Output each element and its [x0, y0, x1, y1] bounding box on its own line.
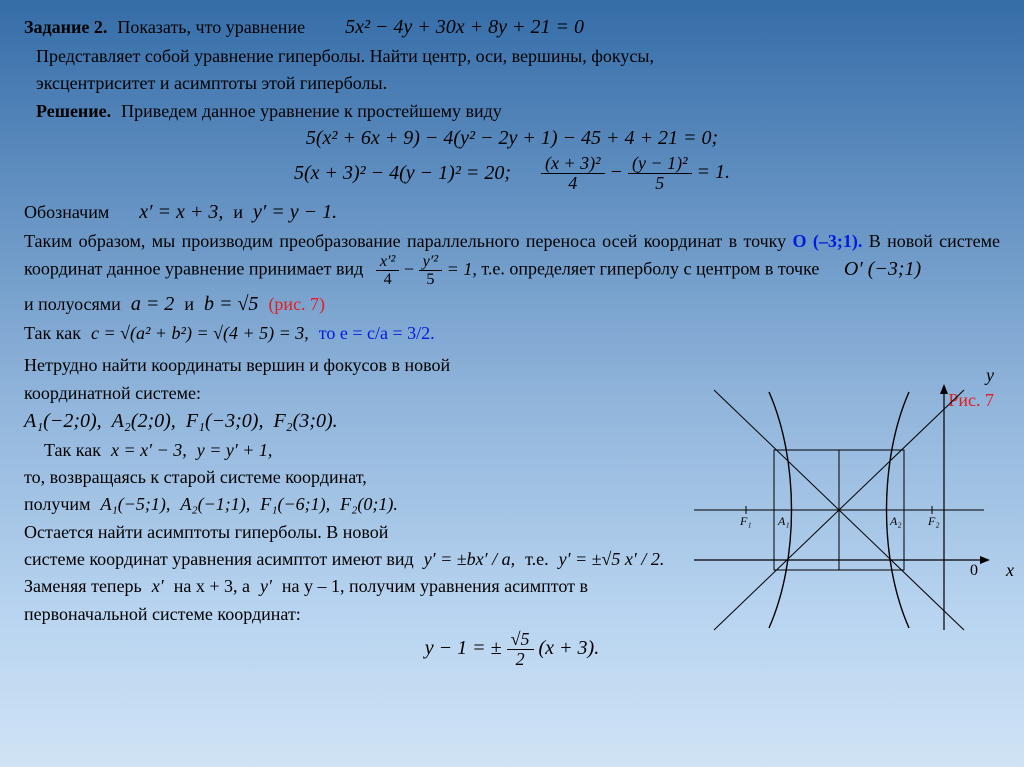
- transform-paragraph: Таким образом, мы производим преобразова…: [24, 231, 786, 251]
- c-value: c = √(a² + b²) = √(4 + 5) = 3,: [91, 321, 309, 345]
- replace-text-3: на y – 1, получим уравнения асимптот в: [282, 574, 588, 598]
- solution-text-1: Приведем данное уравнение к простейшему …: [121, 99, 502, 123]
- semiaxes-pre: и полуосями: [24, 292, 121, 316]
- task-prompt: Показать, что уравнение: [117, 15, 305, 39]
- hyperbola-graph: F₁ A₁ A₂ F₂: [684, 380, 994, 640]
- old-F1: F₁(−6;1),: [260, 492, 330, 516]
- origin-label: 0: [970, 562, 978, 580]
- asymptotes-text-2: системе координат уравнения асимптот име…: [24, 547, 414, 571]
- center-point: О (–3;1).: [793, 231, 863, 251]
- a-value: a = 2: [131, 291, 175, 318]
- denote-and: и: [233, 200, 243, 224]
- figure-ref: (рис. 7): [268, 292, 325, 316]
- denote-label: Обозначим: [24, 200, 109, 224]
- vertex-A2: A₂(2;0),: [112, 408, 176, 435]
- back-transform-x: x = x′ − 3,: [111, 438, 187, 462]
- denote-x: x′ = x + 3,: [139, 199, 223, 226]
- replace-text-1: Заменяя теперь: [24, 574, 142, 598]
- focus-F2: F₂(3;0).: [273, 408, 337, 435]
- back-transform-y: y = y′ + 1,: [197, 438, 273, 462]
- old-A1: A₁(−5;1),: [100, 492, 170, 516]
- task-label: Задание 2.: [24, 15, 107, 39]
- since-label: Так как: [24, 321, 81, 345]
- vertex-A1: A₁(−2;0),: [24, 408, 102, 435]
- y-prime: y′: [260, 574, 272, 598]
- return-to-old-2: получим: [24, 492, 90, 516]
- graph-label-F1: F₁: [739, 514, 752, 528]
- since-label-2: Так как: [44, 438, 101, 462]
- graph-label-A2: A₂: [889, 514, 902, 528]
- vertices-intro-1: Нетрудно найти координаты вершин и фокус…: [24, 353, 684, 377]
- solution-label: Решение.: [36, 99, 111, 123]
- defines-hyperbola: т.е. определяет гиперболу с центром в то…: [481, 259, 819, 279]
- canonical-eq: x′²4 − y′²5 = 1,: [376, 259, 482, 279]
- vertices-intro-2: координатной системе:: [24, 381, 684, 405]
- and-sep-1: и: [184, 292, 194, 316]
- equation-factored: 5(x + 3)² − 4(y − 1)² = 20;: [294, 162, 511, 185]
- old-A2: A₂(−1;1),: [180, 492, 250, 516]
- old-F2: F₂(0;1).: [340, 492, 398, 516]
- ie-label: т.е.: [525, 547, 549, 571]
- x-prime: x′: [152, 574, 164, 598]
- b-value: b = √5: [204, 291, 258, 318]
- asymptote-eq-2: y′ = ±√5 x′ / 2.: [559, 547, 665, 571]
- task-desc-2: эксцентриситет и асимптоты этой гипербол…: [36, 71, 1000, 95]
- focus-F1: F₁(−3;0),: [186, 408, 264, 435]
- replace-text-2: на x + 3, а: [174, 574, 250, 598]
- graph-label-A1: A₁: [777, 514, 790, 528]
- asymptote-eq-1: y′ = ±bx′ / a,: [424, 547, 515, 571]
- denote-y: y′ = y − 1.: [253, 199, 337, 226]
- task-desc-1: Представляет собой уравнение гиперболы. …: [36, 44, 1000, 68]
- center-prime: O′ (−3;1): [844, 258, 921, 280]
- equation-canonical-shifted: (x + 3)²4 − (y − 1)²5 = 1.: [541, 154, 730, 193]
- eccentricity: то e = c/a = 3/2.: [319, 321, 435, 345]
- asymptotes-text-1: Остается найти асимптоты гиперболы. В но…: [24, 520, 684, 544]
- graph-label-F2: F₂: [927, 514, 940, 528]
- axis-y-label: y: [986, 365, 994, 386]
- equation-completed-square: 5(x² + 6x + 9) − 4(y² − 2y + 1) − 45 + 4…: [24, 127, 1000, 150]
- task-equation: 5x² − 4y + 30x + 8y + 21 = 0: [345, 14, 584, 41]
- axis-x-label: x: [1006, 560, 1014, 581]
- return-to-old-1: то, возвращаясь к старой системе координ…: [24, 465, 684, 489]
